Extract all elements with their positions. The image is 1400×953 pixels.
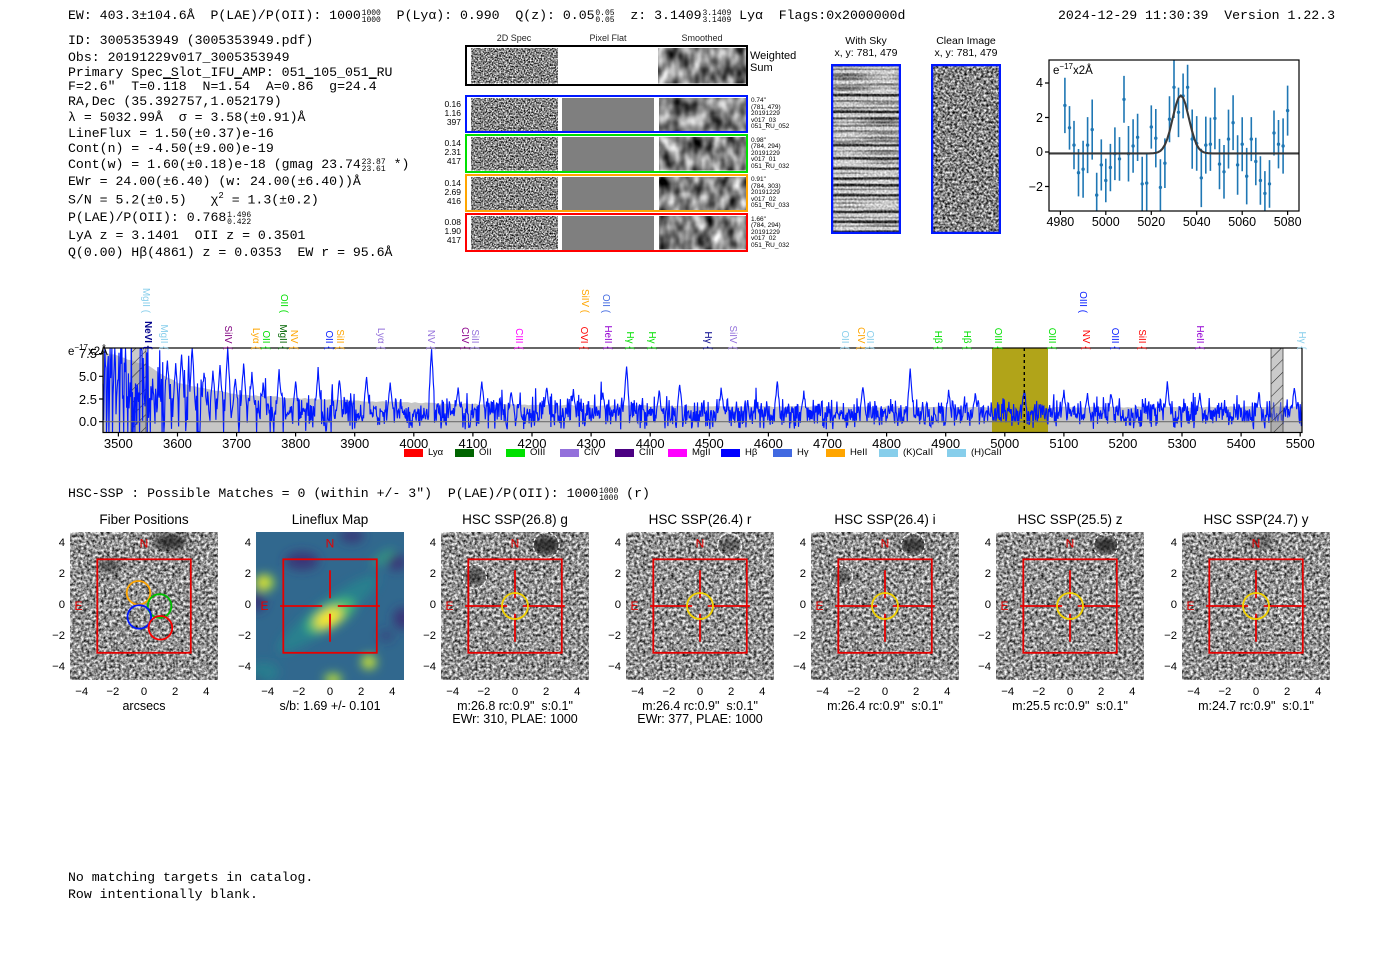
svg-text:N: N <box>140 537 149 551</box>
svg-text:OII (: OII ( <box>600 294 611 314</box>
svg-text:OII {: OII { <box>260 330 271 350</box>
svg-text:E: E <box>630 599 638 613</box>
svg-text:Lyα {: Lyα { <box>375 328 386 350</box>
svg-text:Lyα {: Lyα { <box>250 328 261 350</box>
svg-text:Hγ {: Hγ { <box>1296 332 1307 351</box>
svg-text:N: N <box>696 537 705 551</box>
svg-text:OIII {: OIII { <box>992 328 1003 351</box>
svg-text:N: N <box>511 537 520 551</box>
svg-text:SiIV {: SiIV { <box>222 326 233 351</box>
svg-text:HeII {: HeII { <box>602 326 613 351</box>
svg-text:OII {: OII { <box>839 330 850 350</box>
svg-text:E: E <box>815 599 823 613</box>
svg-text:E: E <box>260 599 268 613</box>
svg-text:N: N <box>1066 537 1075 551</box>
svg-text:SiIV (: SiIV ( <box>579 289 590 314</box>
svg-text:OII {: OII { <box>323 330 334 350</box>
svg-text:CIV {: CIV { <box>855 327 866 350</box>
svg-text:HeII {: HeII { <box>1194 326 1205 351</box>
svg-text:SiIV {: SiIV { <box>727 326 738 351</box>
svg-text:N: N <box>326 537 335 551</box>
svg-text:NeVI {: NeVI { <box>142 321 153 350</box>
svg-text:Hγ {: Hγ { <box>702 332 713 351</box>
svg-text:Hγ {: Hγ { <box>624 332 635 351</box>
svg-text:Hβ {: Hβ { <box>932 331 943 350</box>
svg-text:NV {: NV { <box>425 330 436 350</box>
svg-text:N: N <box>881 537 890 551</box>
svg-text:OIII {: OIII { <box>1109 328 1120 351</box>
svg-text:OII {: OII { <box>864 330 875 350</box>
svg-text:OII (: OII ( <box>278 294 289 314</box>
svg-text:N: N <box>1252 537 1261 551</box>
svg-text:OIII {: OIII { <box>1046 328 1057 351</box>
svg-text:CIII {: CIII { <box>513 328 524 350</box>
svg-text:E: E <box>1000 599 1008 613</box>
svg-text:E: E <box>445 599 453 613</box>
svg-text:SiII {: SiII { <box>469 329 480 350</box>
svg-text:E: E <box>74 599 82 613</box>
svg-text:Hγ {: Hγ { <box>646 332 657 351</box>
svg-text:OIII (: OIII ( <box>1077 291 1088 314</box>
svg-text:SiII {: SiII { <box>1136 329 1147 350</box>
svg-text:MgII {: MgII { <box>158 324 169 350</box>
svg-text:NV {: NV { <box>288 330 299 350</box>
svg-text:NV {: NV { <box>1080 330 1091 350</box>
svg-text:OVI {: OVI { <box>578 327 589 351</box>
svg-text:MgII (: MgII ( <box>140 288 151 314</box>
svg-text:CIV {: CIV { <box>459 327 470 350</box>
svg-text:Hβ {: Hβ { <box>961 331 972 350</box>
svg-text:MgII {: MgII { <box>277 324 288 350</box>
svg-text:E: E <box>1186 599 1194 613</box>
svg-text:SiII {: SiII { <box>334 329 345 350</box>
